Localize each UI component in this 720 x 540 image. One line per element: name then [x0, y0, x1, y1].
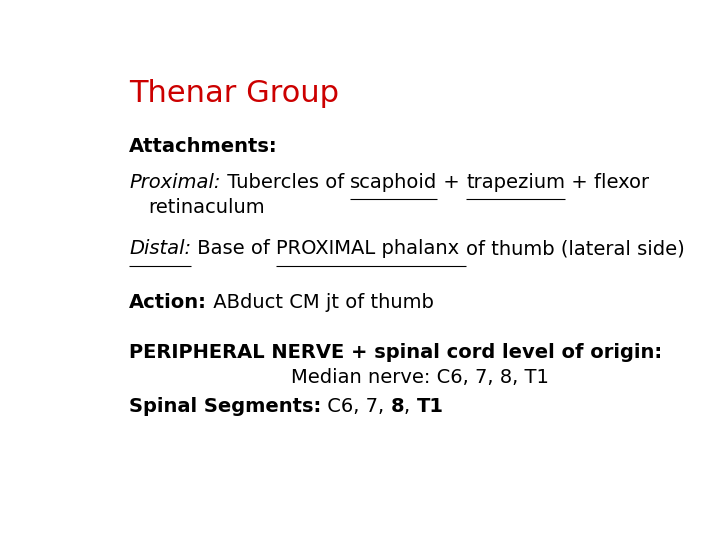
Text: + flexor: + flexor — [565, 173, 649, 192]
Text: PROXIMAL phalanx: PROXIMAL phalanx — [276, 239, 466, 258]
Text: Median nerve: C6, 7, 8, T1: Median nerve: C6, 7, 8, T1 — [291, 368, 549, 387]
Text: Distal:: Distal: — [129, 239, 192, 258]
Text: of thumb (lateral side): of thumb (lateral side) — [466, 239, 685, 258]
Text: trapezium: trapezium — [467, 173, 565, 192]
Text: T1: T1 — [417, 397, 444, 416]
Text: Tubercles of: Tubercles of — [220, 173, 350, 192]
Text: Attachments:: Attachments: — [129, 137, 278, 156]
Text: Spinal Segments:: Spinal Segments: — [129, 397, 321, 416]
Text: Thenar Group: Thenar Group — [129, 79, 339, 109]
Text: ,: , — [405, 397, 417, 416]
Text: +: + — [437, 173, 467, 192]
Text: PERIPHERAL NERVE + spinal cord level of origin:: PERIPHERAL NERVE + spinal cord level of … — [129, 343, 662, 362]
Text: scaphoid: scaphoid — [350, 173, 437, 192]
Text: Proximal:: Proximal: — [129, 173, 220, 192]
Text: retinaculum: retinaculum — [148, 198, 265, 217]
Text: C6, 7,: C6, 7, — [321, 397, 391, 416]
Text: ABduct CM jt of thumb: ABduct CM jt of thumb — [207, 293, 434, 312]
Text: 8: 8 — [391, 397, 405, 416]
Text: Base of: Base of — [192, 239, 276, 258]
Text: Action:: Action: — [129, 293, 207, 312]
